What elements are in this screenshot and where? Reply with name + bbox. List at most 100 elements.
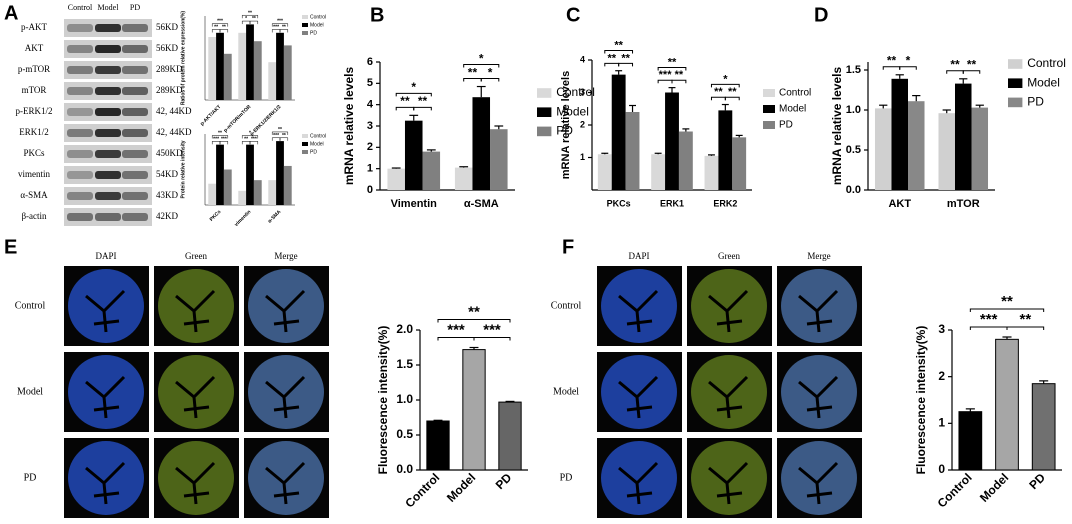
significance-label: ***	[251, 136, 257, 142]
y-tick-label: 1.5	[846, 64, 861, 76]
y-tick-label: 3	[367, 120, 373, 132]
blot-band	[67, 150, 93, 158]
significance-label: **	[675, 69, 684, 81]
y-axis-label: Protein relative intensity	[180, 140, 186, 198]
x-tick-label: Model	[977, 470, 1011, 504]
blot-band	[67, 45, 93, 53]
blot-band	[67, 24, 93, 32]
bar	[995, 338, 1019, 471]
bar	[891, 78, 909, 190]
legend-swatch	[302, 150, 308, 154]
lumen	[618, 461, 659, 505]
protein-label: β-actin	[21, 211, 47, 221]
size-label: 43KD	[156, 190, 178, 200]
y-tick-label: 5	[367, 77, 373, 89]
legend-label: PD	[779, 120, 793, 131]
panel-label: A	[4, 2, 18, 24]
bar	[611, 74, 626, 190]
legend-swatch	[763, 89, 775, 97]
significance-label: **	[468, 65, 478, 79]
tissue	[248, 355, 324, 429]
bar	[238, 190, 247, 205]
y-tick-label: 1	[938, 416, 945, 430]
significance-label: **	[668, 56, 677, 68]
significance-bracket	[473, 337, 511, 341]
lane-label: Model	[98, 3, 120, 12]
legend-swatch	[537, 126, 552, 137]
significance-label: **	[418, 94, 428, 108]
lumen	[708, 461, 749, 505]
panel-label: C	[566, 4, 580, 26]
tissue	[691, 441, 767, 515]
legend-label: Model	[1027, 75, 1060, 89]
lumen	[265, 375, 306, 419]
y-tick-label: 0.5	[846, 144, 861, 156]
bar	[1031, 383, 1056, 471]
significance-bracket	[219, 141, 229, 145]
significance-bracket	[241, 135, 259, 139]
bar	[238, 32, 247, 100]
blot-band	[122, 129, 148, 137]
legend-label: Model	[779, 104, 806, 115]
significance-bracket	[437, 319, 511, 323]
significance-label: ***	[277, 19, 283, 25]
x-tick-label: Control	[935, 470, 975, 510]
protein-label: PKCs	[23, 148, 45, 158]
y-tick-label: 1.0	[846, 104, 861, 116]
bar	[472, 97, 491, 190]
blot-band	[122, 213, 148, 221]
x-tick-label: ERK2	[713, 198, 737, 208]
protein-label: AKT	[25, 43, 44, 53]
blot-band	[122, 24, 148, 32]
x-tick-label: PKCs	[209, 209, 223, 223]
significance-label: **	[728, 86, 737, 98]
size-label: 54KD	[156, 169, 178, 179]
protein-label: ERK1/2	[19, 127, 49, 137]
legend-swatch	[763, 121, 775, 129]
significance-label: *	[249, 131, 251, 137]
lane-label: Control	[68, 3, 93, 12]
lumen	[618, 289, 659, 333]
panel-label: D	[814, 4, 828, 26]
image-column-label: Green	[718, 251, 740, 261]
legend-label: PD	[310, 30, 317, 36]
significance-bracket	[279, 29, 289, 33]
y-tick-label: 3	[580, 87, 585, 97]
x-tick-label: α-SMA	[464, 198, 499, 210]
lumen	[85, 289, 126, 333]
bar	[387, 168, 405, 190]
blot-band	[95, 108, 121, 116]
panel-label: F	[562, 236, 574, 258]
legend-label: PD	[310, 149, 317, 155]
y-axis-label: Ratios of protein relative expression(%)	[180, 11, 186, 106]
protein-label: p-ERK1/2	[16, 106, 53, 116]
y-tick-label: 1	[367, 163, 373, 175]
lumen	[798, 461, 839, 505]
protein-label: vimentin	[18, 169, 50, 179]
significance-label: ***	[483, 322, 501, 339]
x-tick-label: mTOR	[947, 198, 980, 210]
tissue	[601, 355, 677, 429]
x-tick-label: Model	[444, 470, 478, 504]
significance-label: *	[723, 73, 728, 85]
tissue	[68, 269, 144, 343]
protein-label: p-mTOR	[18, 64, 50, 74]
blot-band	[67, 171, 93, 179]
legend-label: Control	[310, 133, 326, 139]
significance-label: **	[218, 131, 222, 137]
bar	[426, 420, 450, 471]
blot-band	[95, 129, 121, 137]
y-tick-label: 2	[367, 141, 373, 153]
y-tick-label: 1.0	[396, 392, 413, 406]
significance-label: **	[468, 304, 480, 321]
size-label: 289KD	[156, 85, 183, 95]
bar	[954, 83, 972, 190]
y-tick-label: 4	[580, 54, 585, 64]
significance-bracket	[657, 66, 687, 71]
legend-swatch	[302, 31, 308, 35]
significance-label: *	[245, 16, 247, 22]
blot-band	[67, 213, 93, 221]
legend-swatch	[302, 134, 308, 138]
lumen	[265, 289, 306, 333]
bar	[678, 131, 693, 190]
